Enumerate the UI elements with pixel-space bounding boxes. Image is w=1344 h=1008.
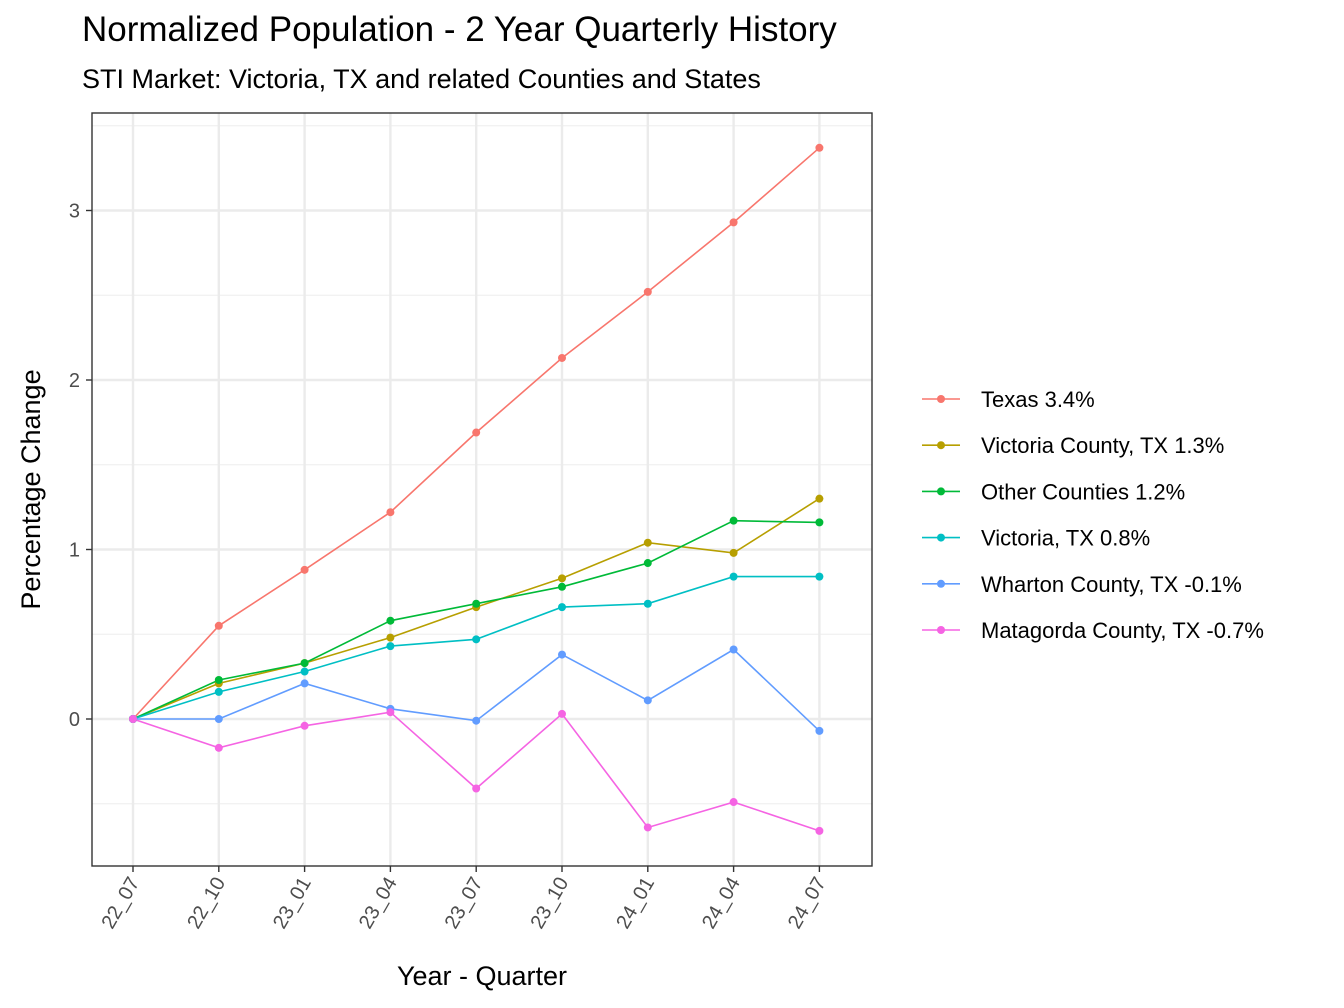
- data-point: [558, 582, 566, 591]
- series-points: [129, 143, 824, 835]
- legend-label: Victoria, TX 0.8%: [981, 526, 1150, 551]
- legend-key-point: [937, 533, 945, 542]
- data-point: [729, 548, 738, 557]
- data-point: [558, 603, 566, 612]
- legend-item: Texas 3.4%: [922, 387, 1095, 412]
- data-point: [300, 721, 309, 730]
- data-point: [300, 667, 309, 676]
- y-axis: 0 1 2 3: [69, 201, 92, 731]
- legend-label: Victoria County, TX 1.3%: [981, 433, 1224, 458]
- data-point: [386, 642, 395, 651]
- data-point: [472, 716, 481, 725]
- data-point: [643, 696, 652, 705]
- data-point: [643, 599, 652, 608]
- legend-label: Wharton County, TX -0.1%: [981, 572, 1242, 597]
- data-point: [129, 715, 137, 723]
- data-point: [815, 494, 824, 503]
- y-axis-title: Percentage Change: [16, 369, 46, 609]
- data-point: [729, 516, 738, 525]
- data-point: [815, 826, 824, 835]
- data-point: [558, 650, 566, 659]
- data-point: [472, 599, 481, 608]
- y-tick-label: 1: [69, 540, 80, 562]
- data-point: [214, 621, 223, 630]
- data-point: [729, 645, 738, 654]
- data-point: [214, 687, 223, 696]
- data-point: [214, 676, 223, 685]
- data-point: [214, 743, 223, 752]
- legend-key-point: [937, 579, 945, 588]
- data-point: [643, 823, 652, 832]
- legend-label: Other Counties 1.2%: [981, 479, 1185, 504]
- data-point: [643, 287, 652, 296]
- data-point: [558, 709, 566, 718]
- x-tick-label: 24_07: [784, 874, 831, 933]
- data-point: [815, 518, 824, 527]
- x-tick-label: 24_04: [698, 874, 745, 933]
- panel-border: [91, 112, 873, 867]
- y-tick-label: 2: [69, 370, 80, 392]
- data-point: [815, 143, 824, 152]
- legend-label: Texas 3.4%: [981, 387, 1095, 412]
- legend-item: Victoria County, TX 1.3%: [922, 433, 1224, 458]
- legend-item: Other Counties 1.2%: [922, 479, 1185, 504]
- x-axis: 22_07 22_10 23_01 23_04 23_07 23_10 24_01 24_04…: [97, 866, 831, 933]
- x-tick-label: 22_07: [97, 874, 144, 933]
- chart-title: Normalized Population - 2 Year Quarterly…: [82, 10, 837, 49]
- data-point: [729, 572, 738, 581]
- data-point: [729, 798, 738, 807]
- data-point: [300, 659, 309, 668]
- grid-major: [92, 113, 872, 866]
- x-tick-label: 23_01: [269, 874, 316, 933]
- legend-key-point: [937, 626, 945, 634]
- y-tick-label: 0: [69, 709, 80, 731]
- data-point: [472, 635, 481, 644]
- data-point: [386, 616, 395, 625]
- data-point: [643, 559, 652, 568]
- legend: Texas 3.4% Victoria County, TX 1.3% Other …: [922, 387, 1264, 643]
- data-point: [300, 565, 309, 574]
- legend-item: Wharton County, TX -0.1%: [922, 572, 1242, 597]
- legend-key-point: [937, 441, 945, 450]
- data-point: [300, 679, 309, 688]
- x-axis-title: Year - Quarter: [397, 961, 567, 991]
- x-tick-label: 23_07: [441, 874, 488, 933]
- x-tick-label: 23_10: [526, 874, 573, 933]
- data-point: [386, 508, 395, 517]
- legend-label: Matagorda County, TX -0.7%: [981, 618, 1264, 643]
- data-point: [214, 715, 223, 723]
- data-point: [558, 353, 566, 362]
- legend-item: Matagorda County, TX -0.7%: [922, 618, 1264, 643]
- data-point: [729, 218, 738, 227]
- data-point: [558, 574, 566, 583]
- legend-key-point: [937, 487, 945, 496]
- x-tick-label: 23_04: [355, 874, 402, 933]
- data-point: [643, 538, 652, 547]
- legend-item: Victoria, TX 0.8%: [922, 526, 1150, 551]
- y-tick-label: 3: [69, 201, 80, 223]
- data-point: [472, 428, 481, 437]
- data-point: [815, 726, 824, 735]
- legend-key-point: [937, 395, 945, 403]
- grid-minor: [92, 125, 872, 805]
- data-point: [386, 708, 395, 717]
- x-tick-label: 22_10: [183, 874, 230, 933]
- data-point: [815, 572, 824, 581]
- data-point: [386, 633, 395, 642]
- data-point: [472, 784, 481, 793]
- x-tick-label: 24_01: [612, 874, 659, 933]
- chart-subtitle: STI Market: Victoria, TX and related Cou…: [82, 64, 761, 94]
